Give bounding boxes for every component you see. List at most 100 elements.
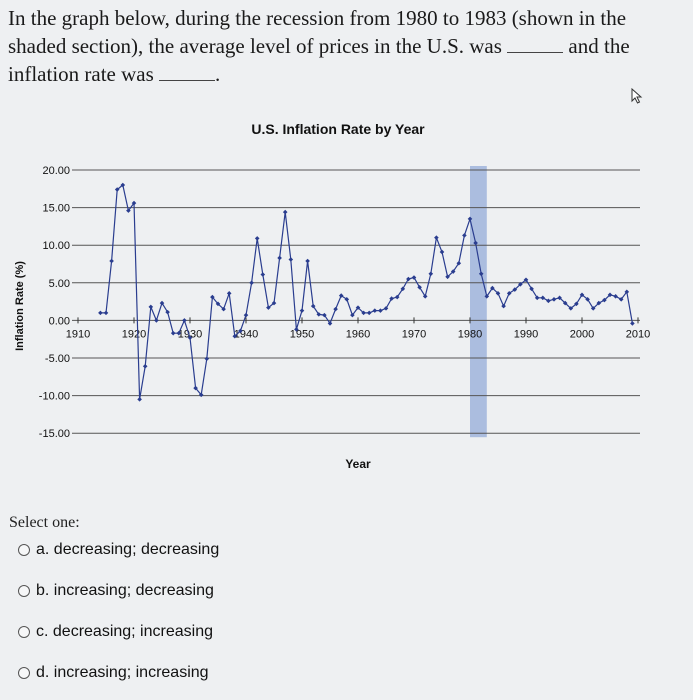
data-point <box>400 286 406 292</box>
data-point <box>462 233 467 238</box>
x-tick-label: 1950 <box>290 328 314 340</box>
data-point <box>473 240 478 246</box>
data-point <box>518 282 523 287</box>
data-point <box>378 308 383 313</box>
question-line-3-text: inflation rate was <box>8 62 154 86</box>
data-point <box>490 285 495 291</box>
answer-blank-1 <box>507 34 564 53</box>
chart-title: U.S. Inflation Rate by Year <box>251 121 425 137</box>
data-point <box>512 287 518 292</box>
x-tick-label: 1910 <box>66 328 90 340</box>
data-point <box>288 257 294 262</box>
data-point <box>282 209 288 215</box>
data-point <box>198 392 204 398</box>
data-point <box>551 297 557 302</box>
data-point <box>137 397 142 402</box>
data-point <box>574 301 579 307</box>
option-d[interactable]: d. increasing; increasing <box>18 664 209 682</box>
data-point <box>366 310 372 316</box>
option-a-label: a. decreasing; decreasing <box>36 541 220 558</box>
data-point <box>540 295 546 301</box>
recession-shaded-region <box>470 166 487 438</box>
mouse-pointer-icon <box>631 88 643 104</box>
x-tick-label: 1970 <box>402 328 426 340</box>
option-c-label: c. decreasing; increasing <box>36 623 213 640</box>
select-one-label: Select one: <box>9 514 80 531</box>
data-point <box>568 306 574 311</box>
data-point <box>271 300 277 306</box>
data-point <box>204 356 210 362</box>
inflation-chart: U.S. Inflation Rate by Year 20.00 15.00 10… <box>14 121 650 471</box>
data-point <box>193 385 198 391</box>
data-point <box>310 303 316 309</box>
data-point <box>299 308 305 313</box>
data-point <box>422 294 428 299</box>
data-point <box>624 289 630 295</box>
data-point <box>389 296 394 301</box>
y-tick-label: -10.00 <box>39 391 70 403</box>
y-tick-label: 20.00 <box>42 165 70 177</box>
data-point <box>322 312 327 318</box>
option-c[interactable]: c. decreasing; increasing <box>18 623 213 641</box>
data-point <box>456 260 462 266</box>
data-point <box>254 236 260 241</box>
data-point <box>579 292 585 298</box>
x-tick-label: 2000 <box>570 328 594 340</box>
data-point <box>529 286 534 292</box>
data-point <box>260 272 266 277</box>
data-point <box>406 276 411 282</box>
data-point <box>350 312 355 318</box>
y-tick-label: 5.00 <box>49 278 70 290</box>
data-point <box>383 306 389 311</box>
data-point <box>355 305 361 310</box>
data-point <box>114 187 120 192</box>
question-line-2-end: and the <box>568 34 630 58</box>
x-tick-label: 1960 <box>346 328 370 340</box>
question-line-3: inflation rate was . <box>8 60 683 88</box>
data-point <box>523 277 529 283</box>
data-point <box>613 294 618 299</box>
radio-circle-icon[interactable] <box>18 626 30 638</box>
x-tick-label: 1990 <box>514 328 538 340</box>
data-point <box>534 295 540 301</box>
inflation-series-line <box>100 183 633 400</box>
radio-circle-icon[interactable] <box>18 585 30 597</box>
question-text: In the graph below, during the recession… <box>8 4 683 88</box>
question-line-2: shaded section), the average level of pr… <box>8 32 683 60</box>
radio-circle-icon[interactable] <box>18 544 30 556</box>
data-point <box>546 298 551 304</box>
data-point <box>221 306 226 312</box>
y-tick-label: 0.00 <box>49 315 70 327</box>
data-point <box>630 321 635 326</box>
data-point <box>238 328 243 334</box>
data-point <box>159 300 165 306</box>
option-a[interactable]: a. decreasing; decreasing <box>18 541 219 559</box>
data-point <box>154 318 159 323</box>
data-point <box>126 208 131 213</box>
x-tick-label: 1980 <box>458 328 482 340</box>
answer-blank-2 <box>159 62 216 81</box>
data-point <box>450 269 456 274</box>
data-point <box>602 297 607 303</box>
option-b-label: b. increasing; decreasing <box>36 582 214 599</box>
y-tick-label: 15.00 <box>42 203 70 215</box>
y-tick-label: -15.00 <box>39 428 70 440</box>
data-point <box>98 310 103 316</box>
x-tick-label: 1920 <box>122 328 146 340</box>
x-axis-label: Year <box>345 457 371 471</box>
data-point <box>103 310 109 316</box>
data-point <box>501 303 506 309</box>
data-point <box>618 297 624 302</box>
data-point <box>467 216 473 222</box>
option-b[interactable]: b. increasing; decreasing <box>18 582 214 600</box>
data-point <box>562 300 568 306</box>
question-line-3-period: . <box>215 62 221 86</box>
data-point <box>495 291 501 296</box>
data-point <box>439 249 445 255</box>
radio-circle-icon[interactable] <box>18 667 30 679</box>
data-point <box>557 295 562 301</box>
data-point <box>226 291 232 296</box>
data-point <box>372 308 378 313</box>
data-point <box>327 321 333 326</box>
data-point <box>484 294 490 299</box>
